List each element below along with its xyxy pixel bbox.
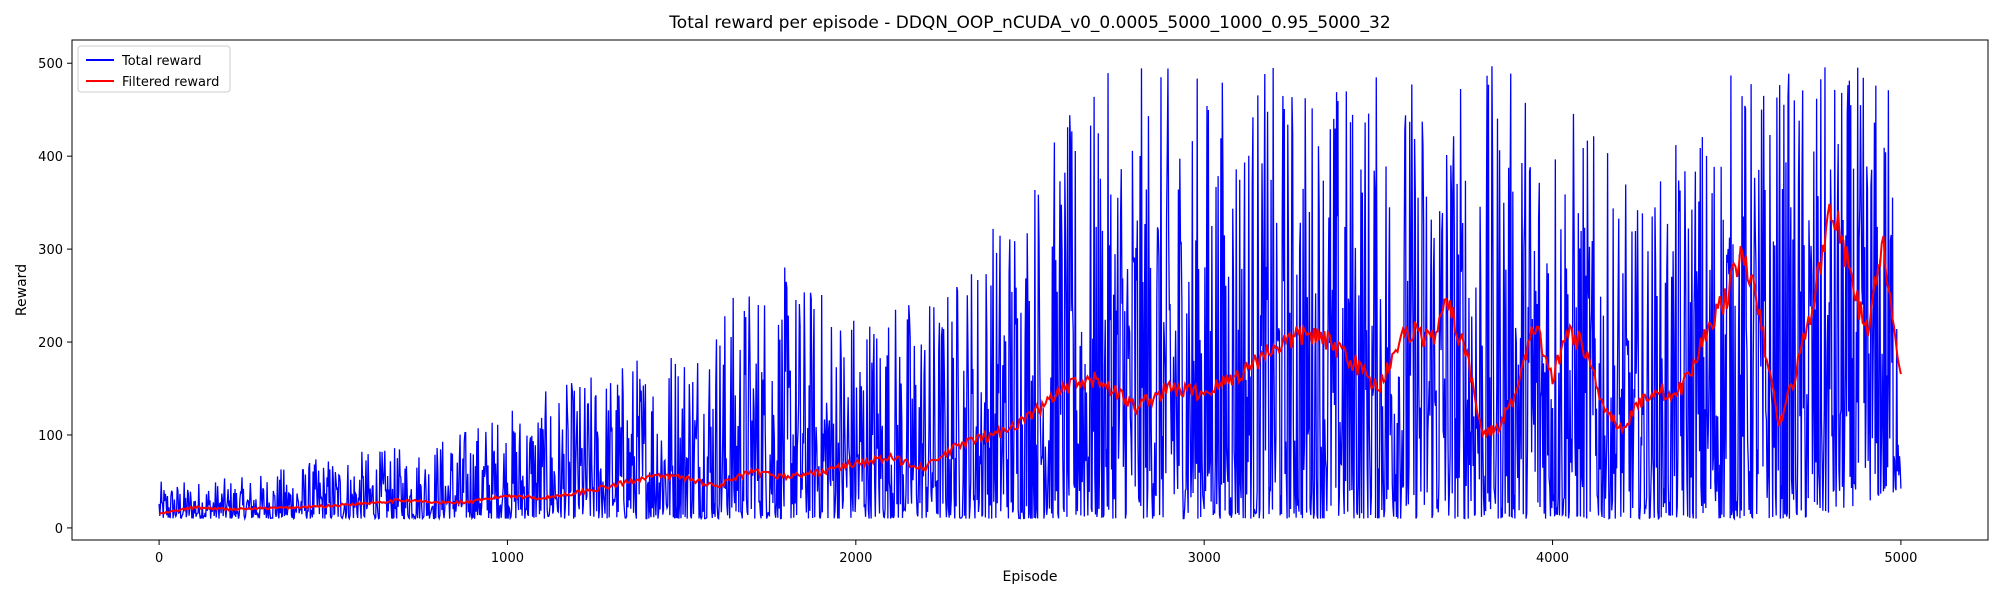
x-axis-label: Episode xyxy=(1003,569,1058,585)
y-tick-label: 200 xyxy=(38,336,63,351)
y-tick-label: 400 xyxy=(38,150,63,165)
x-tick-label: 0 xyxy=(155,551,163,566)
legend-box xyxy=(77,45,231,93)
axis-ticks: 0 1000 2000 3000 4000 5000 0 100 200 300 400 500 xyxy=(38,57,1917,566)
y-tick-label: 300 xyxy=(38,243,63,258)
x-tick-label: 1000 xyxy=(491,551,524,566)
series-filtered-reward-line xyxy=(158,203,1902,516)
legend: Total reward Filtered reward xyxy=(77,45,231,93)
legend-label-filtered-reward: Filtered reward xyxy=(122,75,219,90)
x-tick-label: 2000 xyxy=(839,551,872,566)
x-tick-label: 3000 xyxy=(1188,551,1221,566)
legend-label-total-reward: Total reward xyxy=(121,54,202,69)
x-tick-label: 4000 xyxy=(1536,551,1569,566)
y-axis-label: Reward xyxy=(14,264,30,316)
axes-frame xyxy=(71,39,1989,541)
y-tick-label: 500 xyxy=(38,57,63,72)
y-tick-label: 100 xyxy=(38,429,63,444)
series-total-reward-line xyxy=(158,66,1902,522)
x-tick-label: 5000 xyxy=(1884,551,1917,566)
chart-title: Total reward per episode - DDQN_OOP_nCUD… xyxy=(668,13,1390,33)
y-tick-label: 0 xyxy=(55,522,63,537)
plot-area xyxy=(158,66,1902,522)
